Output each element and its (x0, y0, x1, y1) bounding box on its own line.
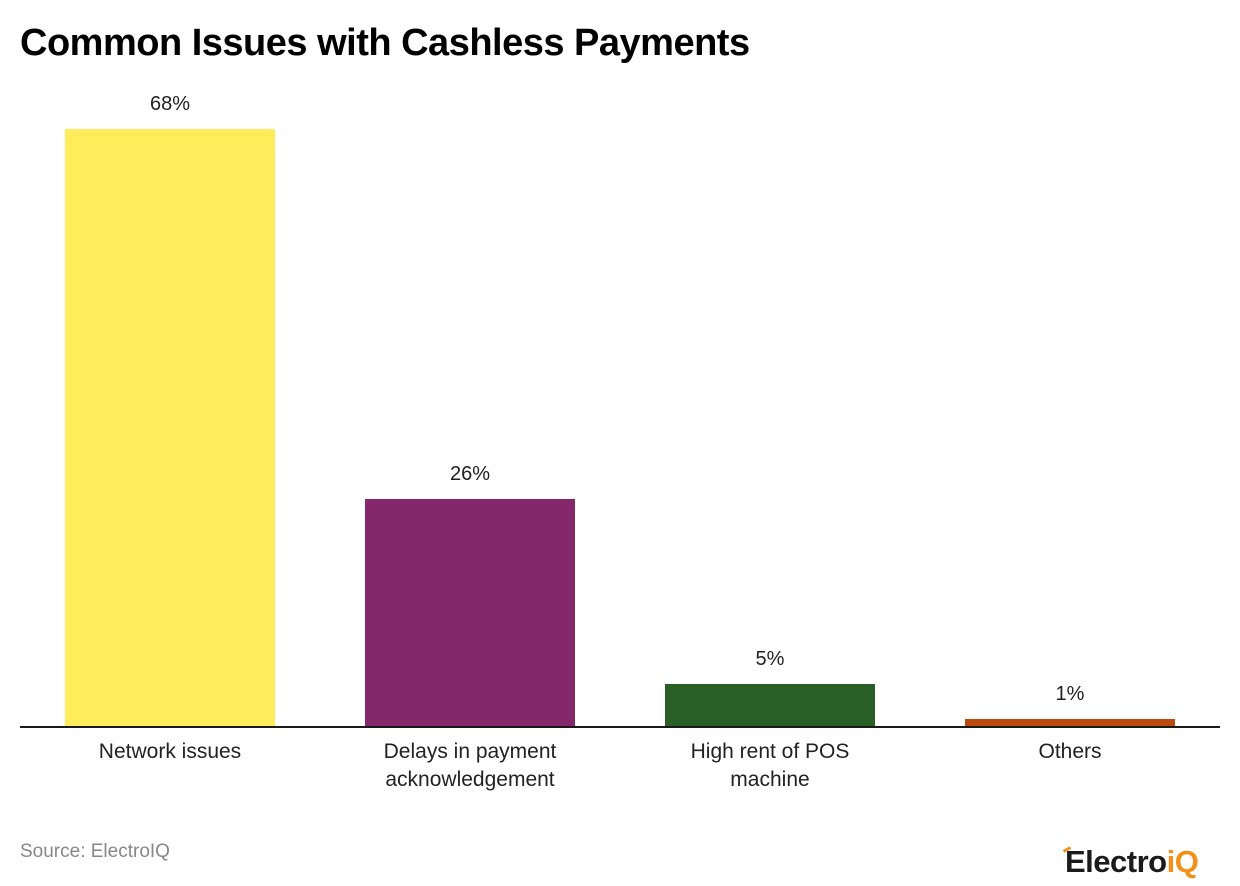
bar-delays-in-payment-acknowledgement (365, 499, 575, 728)
source-note: Source: ElectroIQ (20, 841, 170, 862)
category-label: Delays in payment acknowledgement (383, 740, 557, 791)
category-label: Network issues (98, 740, 242, 763)
logo-accent-text: iQ (1166, 844, 1199, 879)
chart-title: Common Issues with Cashless Payments (20, 22, 750, 64)
plot-area: 68% 26% 5% 1% (20, 90, 1220, 728)
bar-others (965, 719, 1175, 728)
category-label: Others (1038, 740, 1102, 763)
category-label: High rent of POS machine (690, 740, 850, 791)
value-label: 68% (149, 93, 191, 115)
value-label: 26% (449, 463, 491, 485)
x-axis-line (20, 726, 1220, 728)
bar-network-issues (65, 129, 275, 728)
logo-main-text: Electro (1065, 844, 1167, 879)
value-label: 5% (755, 648, 785, 670)
bar-high-rent-of-pos-machine (665, 684, 875, 728)
electroiq-logo: ElectroiQ (1062, 844, 1199, 880)
value-label: 1% (1055, 683, 1085, 705)
